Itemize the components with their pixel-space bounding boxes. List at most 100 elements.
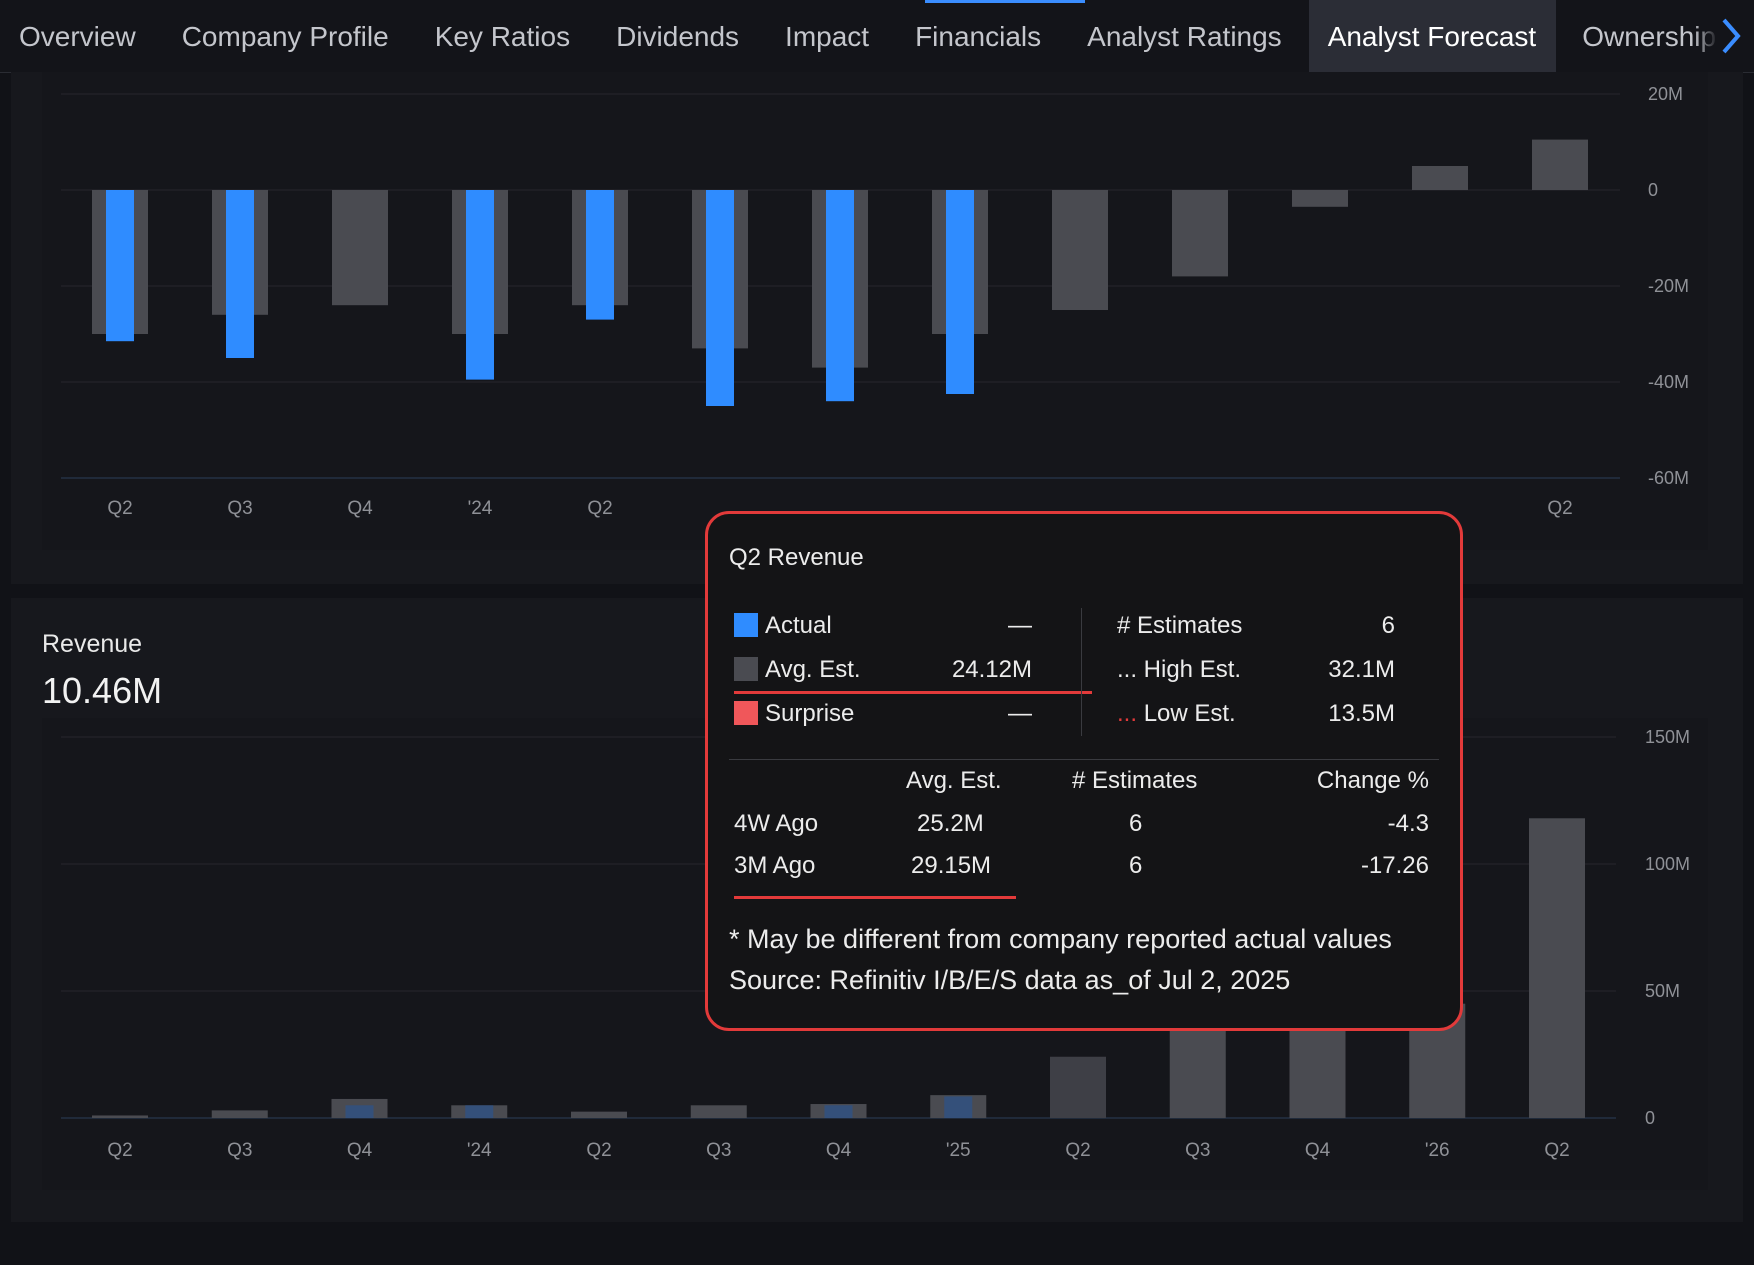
x-tick-label: Q4 <box>826 1140 852 1161</box>
x-tick-label: '24 <box>467 1140 492 1161</box>
x-tick-label: Q2 <box>587 498 612 519</box>
x-tick-label: Q2 <box>586 1140 611 1161</box>
x-tick-label: '25 <box>946 1140 971 1161</box>
x-tick-label: Q2 <box>107 1140 132 1161</box>
estimate-bar[interactable] <box>332 190 388 306</box>
tab-impact[interactable]: Impact <box>785 21 870 52</box>
forecast-tooltip: Q2 Revenue Actual — Avg. Est. 24.12M Sur… <box>705 511 1463 1031</box>
estimate-bar[interactable] <box>1052 190 1108 310</box>
x-tick-label: Q4 <box>347 1140 373 1161</box>
x-tick-label: Q3 <box>706 1140 731 1161</box>
tab-list: Overview Company Profile Key Ratios Dividen… <box>0 0 1743 72</box>
y-tick-label: 0 <box>1648 180 1658 200</box>
high-est-label: ... High Est. <box>1117 656 1242 683</box>
tooltip-column-divider <box>1081 608 1082 736</box>
y-tick-label: -40M <box>1648 372 1689 392</box>
x-tick-label: Q3 <box>227 1140 252 1161</box>
chevron-right-icon-glyph <box>1722 18 1741 54</box>
estimate-bar[interactable] <box>1169 1026 1226 1118</box>
y-tick-label: -20M <box>1648 276 1689 296</box>
estimate-bar[interactable] <box>1529 818 1585 1118</box>
tab-financials[interactable]: Financials <box>915 21 1042 52</box>
actual-bar[interactable] <box>345 1105 374 1118</box>
y-tick-label: 100M <box>1645 854 1690 874</box>
revenue-value: 10.46M <box>42 670 163 711</box>
tooltip-title: Q2 Revenue <box>729 544 864 571</box>
history-count-4w: 6 <box>1129 810 1143 837</box>
actual-bar[interactable] <box>465 1105 494 1118</box>
num-estimates-label: # Estimates <box>1117 612 1243 639</box>
tab-company-profile[interactable]: Company Profile <box>181 21 389 52</box>
low-est-value: 13.5M <box>1328 700 1395 727</box>
x-tick-label: Q3 <box>1185 1140 1210 1161</box>
actual-label: Actual <box>765 612 832 639</box>
estimate-bar[interactable] <box>1050 1056 1106 1118</box>
estimate-bar[interactable] <box>92 1115 148 1118</box>
surprise-value: — <box>1008 700 1032 727</box>
tab-dividends[interactable]: Dividends <box>616 21 740 52</box>
surprise-swatch <box>734 701 758 725</box>
actual-bar[interactable] <box>824 1105 853 1118</box>
y-tick-label: -60M <box>1648 468 1689 488</box>
estimate-bar[interactable] <box>1172 190 1228 277</box>
low-est-row: ... Low Est. <box>1117 700 1236 728</box>
history-period-3m: 3M Ago <box>734 852 816 879</box>
estimate-bar[interactable] <box>1292 190 1348 207</box>
history-count-3m: 6 <box>1129 852 1143 879</box>
x-tick-label: Q4 <box>1305 1140 1331 1161</box>
surprise-label: Surprise <box>765 700 855 727</box>
x-tick-label: Q2 <box>1065 1140 1090 1161</box>
estimate-bar[interactable] <box>690 1105 747 1118</box>
top-chart-area: 20M 0 -20M -40M -60M Q2 Q3 Q4 '24 Q2 Q2 <box>42 72 1708 550</box>
actual-bar[interactable] <box>706 190 734 406</box>
avg-est-value: 24.12M <box>951 656 1032 683</box>
history-header-change: Change % <box>1316 767 1429 794</box>
low-est-prefix: ... <box>1117 700 1138 727</box>
tab-analyst-forecast[interactable]: Analyst Forecast <box>1308 0 1557 72</box>
tab-ownership[interactable]: Ownership <box>1582 21 1717 52</box>
history-change-4w: -4.3 <box>1387 810 1429 837</box>
history-change-3m: -17.26 <box>1360 852 1429 879</box>
actual-swatch <box>734 613 758 637</box>
history-avg-3m: 29.15M <box>911 852 992 879</box>
y-tick-label: 50M <box>1645 981 1680 1001</box>
y-tick-label: 150M <box>1645 727 1690 747</box>
avg-est-highlight <box>734 691 1092 694</box>
x-tick-label: '24 <box>468 498 493 519</box>
chevron-right-icon[interactable] <box>1694 16 1754 56</box>
estimate-bar[interactable] <box>571 1111 627 1118</box>
tab-overview[interactable]: Overview <box>19 21 136 52</box>
estimate-bar[interactable] <box>211 1110 268 1118</box>
tooltip-note: * May be different from company reported… <box>729 924 1392 954</box>
tab-key-ratios[interactable]: Key Ratios <box>434 21 571 52</box>
history-header-estimates: # Estimates <box>1072 767 1198 794</box>
avg-est-swatch <box>734 657 758 681</box>
x-tick-label: Q2 <box>1544 1140 1569 1161</box>
actual-value: — <box>1008 612 1032 639</box>
tooltip-source: Source: Refinitiv I/B/E/S data as_of Jul… <box>729 965 1291 995</box>
history-highlight <box>734 896 1016 899</box>
actual-bar[interactable] <box>826 190 854 402</box>
actual-bar[interactable] <box>944 1096 973 1118</box>
estimate-bar[interactable] <box>1289 1016 1346 1118</box>
x-tick-label: Q3 <box>227 498 252 519</box>
x-tick-label: Q4 <box>347 498 373 519</box>
actual-bar[interactable] <box>466 190 494 380</box>
actual-bar[interactable] <box>946 190 974 394</box>
top-forecast-chart: 20M 0 -20M -40M -60M Q2 Q3 Q4 '24 Q2 Q2 <box>61 84 1689 519</box>
low-est-label: Low Est. <box>1143 700 1236 727</box>
actual-bar[interactable] <box>586 190 614 320</box>
actual-bar[interactable] <box>226 190 254 358</box>
estimate-bar[interactable] <box>1532 139 1588 190</box>
history-period-4w: 4W Ago <box>734 810 819 837</box>
tab-analyst-ratings[interactable]: Analyst Ratings <box>1087 21 1282 52</box>
tab-bar: Overview Company Profile Key Ratios Dividen… <box>0 0 1754 73</box>
tab-scroll-indicator <box>925 0 1085 3</box>
history-header-avg: Avg. Est. <box>906 767 1002 794</box>
actual-bar[interactable] <box>106 190 134 342</box>
x-tick-label: Q2 <box>1547 498 1572 519</box>
y-tick-label: 0 <box>1645 1108 1655 1128</box>
x-tick-label: Q2 <box>107 498 132 519</box>
tooltip-divider <box>729 759 1439 760</box>
estimate-bar[interactable] <box>1412 166 1468 190</box>
